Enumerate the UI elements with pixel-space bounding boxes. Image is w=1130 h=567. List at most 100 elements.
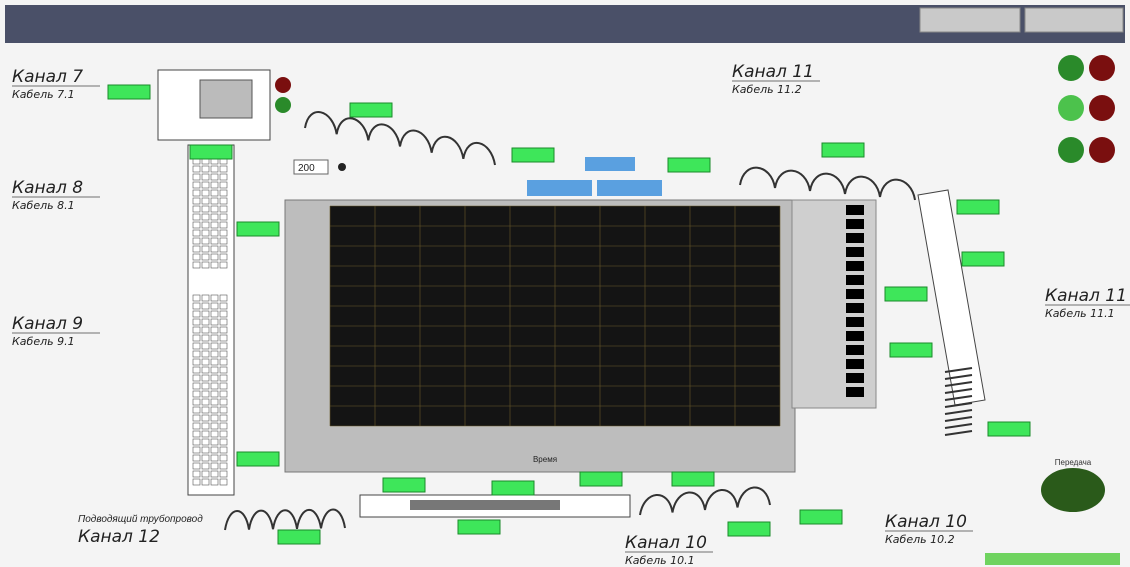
channel-label: Канал 8 <box>12 178 83 198</box>
button[interactable] <box>527 180 592 196</box>
tube-cell <box>220 311 227 317</box>
tube-cell <box>202 295 209 301</box>
channel-label: Канал 11 <box>1045 286 1127 306</box>
tube-cell <box>193 359 200 365</box>
value-box <box>885 287 927 301</box>
tube-cell <box>202 399 209 405</box>
cable-label: Кабель 10.2 <box>885 533 955 546</box>
tube-cell <box>202 319 209 325</box>
legend-swatch <box>846 303 864 313</box>
tube-cell <box>193 254 200 260</box>
tube-cell <box>211 262 218 268</box>
tube-cell <box>202 375 209 381</box>
value-box <box>672 472 714 486</box>
tube-cell <box>193 230 200 236</box>
tube-cell <box>211 254 218 260</box>
tube-cell <box>202 367 209 373</box>
tube-cell <box>211 471 218 477</box>
lamp <box>1058 55 1084 81</box>
tube-cell <box>220 262 227 268</box>
cable-label: Кабель 7.1 <box>12 88 75 101</box>
tube-cell <box>220 407 227 413</box>
tube-cell <box>211 238 218 244</box>
indicator-box <box>585 157 635 171</box>
tube-cell <box>193 431 200 437</box>
value-box <box>458 520 500 534</box>
value-box <box>383 478 425 492</box>
tube-cell <box>211 295 218 301</box>
tube-cell <box>220 214 227 220</box>
tube-cell <box>211 439 218 445</box>
channel-label: Канал 7 <box>12 67 83 87</box>
channel-label: Канал 11 <box>732 62 814 82</box>
tube-cell <box>220 359 227 365</box>
tube-cell <box>202 246 209 252</box>
legend-swatch <box>846 247 864 257</box>
tube-cell <box>202 479 209 485</box>
tube-cell <box>211 198 218 204</box>
tube-cell <box>193 182 200 188</box>
tube-cell <box>193 238 200 244</box>
tube-cell <box>211 383 218 389</box>
cable-label: Кабель 11.1 <box>1045 307 1115 320</box>
tube-cell <box>211 407 218 413</box>
legend-swatch <box>846 275 864 285</box>
tube-cell <box>220 479 227 485</box>
tube-cell <box>193 295 200 301</box>
value-box <box>237 452 279 466</box>
tube-cell <box>211 447 218 453</box>
lamp <box>275 77 291 93</box>
tube-cell <box>193 246 200 252</box>
tube-cell <box>211 230 218 236</box>
tube-cell <box>193 214 200 220</box>
tube-cell <box>211 359 218 365</box>
tube-cell <box>202 166 209 172</box>
tube-cell <box>211 214 218 220</box>
knob[interactable] <box>338 163 346 171</box>
legend-swatch <box>846 233 864 243</box>
tube-cell <box>202 391 209 397</box>
value-box <box>957 200 999 214</box>
tube-cell <box>202 182 209 188</box>
tube-cell <box>220 383 227 389</box>
tube-cell <box>220 254 227 260</box>
tube-cell <box>202 190 209 196</box>
tube-cell <box>202 206 209 212</box>
tube-cell <box>220 303 227 309</box>
tube-cell <box>211 367 218 373</box>
tube-cell <box>220 463 227 469</box>
tube-cell <box>220 230 227 236</box>
tube-cell <box>220 182 227 188</box>
legend-swatch <box>846 317 864 327</box>
tube-cell <box>202 407 209 413</box>
tube-cell <box>211 391 218 397</box>
tube-cell <box>202 174 209 180</box>
tube-cell <box>193 383 200 389</box>
tube-cell <box>220 295 227 301</box>
tube-cell <box>202 311 209 317</box>
value-box <box>988 422 1030 436</box>
tube-cell <box>211 351 218 357</box>
cable-label: Кабель 9.1 <box>12 335 75 348</box>
tube-cell <box>211 431 218 437</box>
tube-cell <box>220 190 227 196</box>
tube-cell <box>220 391 227 397</box>
tube-cell <box>211 375 218 381</box>
lamp <box>1058 137 1084 163</box>
transfer-lamp[interactable] <box>1041 468 1105 512</box>
tube-cell <box>220 351 227 357</box>
stop-button[interactable] <box>920 8 1020 32</box>
value-box <box>190 145 232 159</box>
tube-cell <box>193 343 200 349</box>
tube-cell <box>220 367 227 373</box>
tube-cell <box>211 246 218 252</box>
transfer-label: Передача <box>1055 458 1092 467</box>
tube-cell <box>220 335 227 341</box>
tube-cell <box>202 198 209 204</box>
legend-swatch <box>846 289 864 299</box>
tube-cell <box>211 455 218 461</box>
tube-cell <box>193 327 200 333</box>
button[interactable] <box>597 180 662 196</box>
tube-cell <box>193 311 200 317</box>
stop-button[interactable] <box>1025 8 1123 32</box>
